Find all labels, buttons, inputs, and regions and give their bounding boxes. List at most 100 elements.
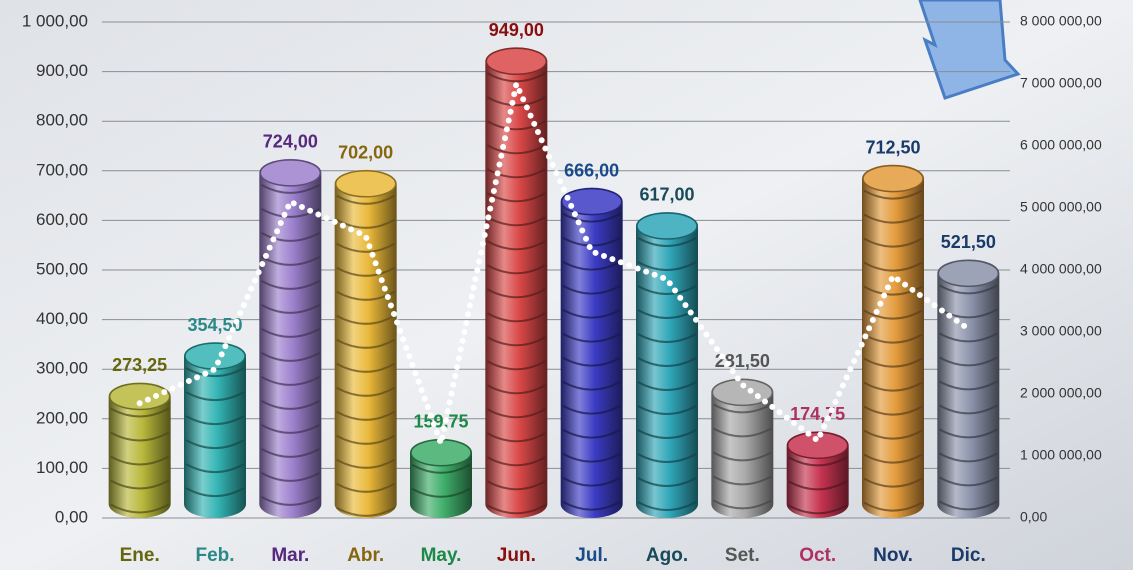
coin-body bbox=[560, 187, 623, 518]
y-tick-label: 800,00 bbox=[36, 111, 88, 130]
coin-rim bbox=[637, 237, 697, 247]
coin-rim bbox=[938, 428, 998, 439]
coin-rim bbox=[938, 476, 998, 487]
coin-rim bbox=[938, 452, 998, 463]
coin-rim bbox=[562, 260, 622, 271]
coin-rim bbox=[637, 333, 697, 343]
y2-tick-label: 0,00 bbox=[1020, 509, 1047, 525]
value-label: 724,00 bbox=[263, 132, 318, 152]
coin-rim bbox=[336, 338, 396, 349]
coin-rim bbox=[486, 456, 546, 467]
y-tick-label: 0,00 bbox=[55, 507, 88, 526]
coin-rim bbox=[185, 367, 245, 378]
coin-rim bbox=[562, 380, 622, 391]
coin-rim bbox=[863, 357, 923, 368]
x-tick-label: Dic. bbox=[951, 545, 986, 566]
x-tick-label: Feb. bbox=[195, 545, 234, 566]
value-label: 666,00 bbox=[564, 160, 619, 180]
x-tick-label: Ago. bbox=[646, 545, 688, 566]
x-tick-label: Mar. bbox=[271, 545, 309, 566]
value-label: 174,75 bbox=[790, 404, 845, 424]
coin-top bbox=[485, 47, 548, 76]
coin-rim bbox=[486, 168, 546, 179]
coin-rim bbox=[863, 429, 923, 440]
coin-rim bbox=[260, 400, 320, 410]
coin-top bbox=[862, 164, 924, 193]
coin-top bbox=[560, 187, 623, 216]
coin-stack bbox=[937, 259, 1000, 518]
y-tick-label: 1 000,00 bbox=[22, 11, 88, 30]
coin-rim bbox=[486, 336, 546, 347]
y2-tick-label: 5 000 000,00 bbox=[1020, 199, 1102, 215]
y-tick-label: 900,00 bbox=[36, 61, 88, 80]
coin-rim bbox=[938, 356, 998, 367]
coin-stack bbox=[108, 382, 171, 518]
coin-rim bbox=[863, 381, 923, 392]
coin-rim bbox=[336, 194, 396, 205]
coin-rim bbox=[336, 290, 396, 301]
coin-rim bbox=[863, 189, 923, 200]
coin-rim bbox=[637, 429, 697, 439]
coin-rim bbox=[562, 500, 622, 511]
coin-rim bbox=[562, 356, 622, 367]
coin-rim bbox=[260, 208, 320, 218]
coin-rim bbox=[185, 415, 245, 426]
coin-rim bbox=[336, 410, 396, 421]
coin-rim bbox=[486, 360, 546, 371]
coin-rim bbox=[863, 453, 923, 464]
y2-tick-label: 4 000 000,00 bbox=[1020, 261, 1102, 277]
coin-rim bbox=[411, 463, 471, 474]
coin-rim bbox=[863, 405, 923, 416]
coin-rim bbox=[185, 487, 245, 498]
y-tick-label: 400,00 bbox=[36, 309, 88, 328]
coin-rim bbox=[486, 192, 546, 203]
coin-rim bbox=[260, 232, 320, 242]
coin-rim bbox=[486, 480, 546, 491]
coin-rim bbox=[637, 357, 697, 367]
x-tick-label: Oct. bbox=[799, 545, 836, 566]
coin-rim bbox=[486, 288, 546, 299]
y-tick-label: 200,00 bbox=[36, 408, 88, 427]
coin-rim bbox=[486, 96, 546, 107]
coin-rim bbox=[486, 240, 546, 251]
coin-rim bbox=[562, 428, 622, 439]
coin-rim bbox=[336, 218, 396, 229]
value-label: 702,00 bbox=[338, 143, 393, 163]
coin-rim bbox=[185, 463, 245, 474]
coin-body bbox=[334, 169, 397, 519]
coin-rim bbox=[110, 407, 170, 418]
coin-rim bbox=[486, 504, 546, 515]
coin-rim bbox=[486, 72, 546, 83]
coin-rim bbox=[938, 380, 998, 391]
coin-rim bbox=[486, 312, 546, 323]
coin-rim bbox=[336, 434, 396, 445]
value-label: 617,00 bbox=[639, 185, 694, 205]
coin-rim bbox=[562, 476, 622, 487]
x-tick-label: Jul. bbox=[575, 545, 608, 566]
coin-rim bbox=[712, 403, 772, 414]
coin-rim bbox=[336, 506, 396, 517]
value-label: 159,75 bbox=[413, 412, 468, 432]
coin-rim bbox=[712, 499, 772, 510]
y2-tick-label: 1 000 000,00 bbox=[1020, 447, 1102, 463]
coin-rim bbox=[863, 501, 923, 512]
coin-rim bbox=[562, 212, 622, 223]
line-series bbox=[136, 81, 972, 447]
y2-tick-label: 7 000 000,00 bbox=[1020, 75, 1102, 91]
y2-tick-label: 3 000 000,00 bbox=[1020, 323, 1102, 339]
coin-rim bbox=[260, 376, 320, 386]
coin-rim bbox=[486, 384, 546, 395]
coin-rim bbox=[637, 261, 697, 271]
coin-rim bbox=[637, 453, 697, 463]
coin-stack bbox=[259, 158, 322, 518]
coin-rim bbox=[260, 328, 320, 338]
y-tick-label: 300,00 bbox=[36, 359, 88, 378]
coin-rim bbox=[562, 284, 622, 295]
coin-rim bbox=[863, 285, 923, 296]
value-label: 273,25 bbox=[112, 355, 167, 375]
coin-rim bbox=[863, 309, 923, 320]
y-tick-label: 700,00 bbox=[36, 160, 88, 179]
coin-rim bbox=[637, 381, 697, 391]
value-label: 521,50 bbox=[941, 232, 996, 252]
